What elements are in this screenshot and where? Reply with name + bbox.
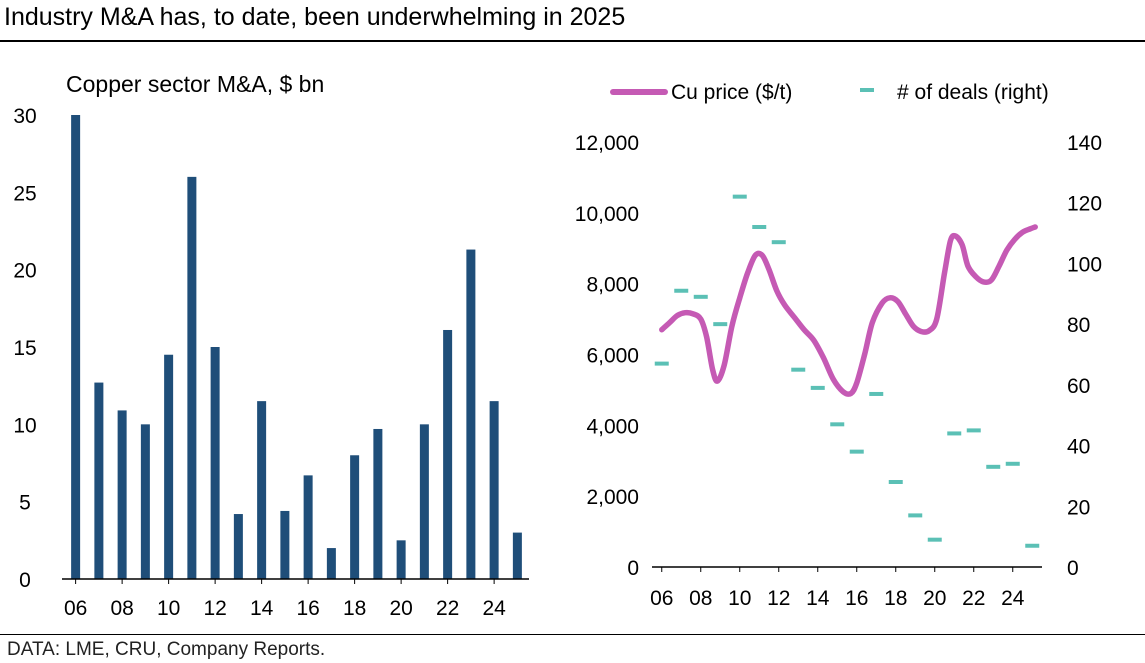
bar-25 <box>512 532 522 579</box>
line-x-tick-label: 12 <box>767 587 790 610</box>
bar-y-tick-label: 20 <box>13 260 36 283</box>
bar-08 <box>117 410 127 579</box>
bar-21 <box>419 424 429 579</box>
footer-rule <box>0 634 1145 635</box>
deals-series <box>654 194 1040 548</box>
bar-24 <box>489 401 499 579</box>
bar-14 <box>257 401 267 579</box>
bar-chart-title: Copper sector M&A, $ bn <box>66 71 324 97</box>
line-x-tick-label: 14 <box>806 587 830 610</box>
bar-y-tick-label: 30 <box>13 105 36 128</box>
deals-y-tick-label: 120 <box>1067 193 1102 216</box>
line-x-tick-label: 08 <box>689 587 712 610</box>
line-x-tick-label: 24 <box>1001 587 1025 610</box>
legend-deals-label: # of deals (right) <box>897 81 1049 104</box>
bar-x-tick-label: 14 <box>250 597 274 620</box>
bar-y-axis: 0 5 10 15 20 25 30 <box>13 105 36 592</box>
bar-x-tick-label: 06 <box>64 597 87 620</box>
deals-y-tick-label: 60 <box>1067 375 1090 398</box>
deals-y-tick-label: 140 <box>1067 132 1102 155</box>
price-y-axis: 0 2,000 4,000 6,000 8,000 10,000 12,000 <box>575 132 639 580</box>
price-y-tick-label: 4,000 <box>586 415 639 438</box>
deals-y-tick-label: 20 <box>1067 496 1090 519</box>
bar-y-tick-label: 15 <box>13 337 36 360</box>
bar-x-tick-label: 24 <box>482 597 506 620</box>
price-y-tick-label: 8,000 <box>586 274 639 297</box>
legend: Cu price ($/t) # of deals (right) <box>610 81 1049 104</box>
bar-y-tick-label: 25 <box>13 182 36 205</box>
bar-15 <box>280 510 290 579</box>
line-x-tick-label: 20 <box>923 587 946 610</box>
deals-y-tick-label: 100 <box>1067 253 1102 276</box>
bar-13 <box>233 514 243 579</box>
bar-x-tick-label: 18 <box>343 597 366 620</box>
deals-y-tick-label: 0 <box>1067 557 1079 580</box>
bar-x-tick-label: 22 <box>436 597 459 620</box>
deals-y-axis: 0 20 40 60 80 100 120 140 <box>1067 132 1102 580</box>
bar-16 <box>303 475 313 579</box>
legend-price-label: Cu price ($/t) <box>671 81 792 104</box>
bar-10 <box>164 354 174 579</box>
bar-18 <box>350 455 360 579</box>
bar-06 <box>71 115 81 579</box>
price-y-tick-label: 0 <box>627 557 639 580</box>
bar-x-tick-label: 20 <box>389 597 412 620</box>
title-rule <box>0 40 1145 42</box>
bar-12 <box>210 347 220 579</box>
line-x-tick-label: 16 <box>845 587 868 610</box>
source-note: DATA: LME, CRU, Company Reports. <box>7 639 326 660</box>
line-x-tick-label: 18 <box>884 587 907 610</box>
line-x-tick-label: 22 <box>962 587 985 610</box>
bar-x-axis: 06 08 10 12 14 16 18 20 22 24 <box>64 579 506 620</box>
bar-y-tick-label: 0 <box>19 569 31 592</box>
bar-23 <box>466 249 476 579</box>
bar-20 <box>396 540 406 579</box>
price-y-tick-label: 2,000 <box>586 486 639 509</box>
price-line <box>659 224 1038 397</box>
bar-17 <box>326 548 336 579</box>
bar-x-tick-label: 12 <box>203 597 226 620</box>
price-y-tick-label: 10,000 <box>575 203 639 226</box>
price-y-tick-label: 12,000 <box>575 132 639 155</box>
line-x-tick-label: 06 <box>650 587 673 610</box>
bar-x-tick-label: 10 <box>157 597 180 620</box>
line-x-axis: 06 08 10 12 14 16 18 20 22 24 <box>650 567 1025 610</box>
price-y-tick-label: 6,000 <box>586 345 639 368</box>
deals-y-tick-label: 80 <box>1067 314 1090 337</box>
page-title: Industry M&A has, to date, been underwhe… <box>4 3 626 31</box>
bar-y-tick-label: 5 <box>19 492 31 515</box>
bar-11 <box>187 176 197 579</box>
bar-22 <box>443 329 453 579</box>
line-chart: Cu price ($/t) # of deals (right) 0 2,000… <box>575 81 1102 610</box>
bar-series <box>71 115 522 579</box>
bar-19 <box>373 428 383 579</box>
bar-x-tick-label: 16 <box>296 597 319 620</box>
bar-09 <box>140 424 150 579</box>
bar-y-tick-label: 10 <box>13 414 36 437</box>
bar-x-tick-label: 08 <box>110 597 133 620</box>
deals-y-tick-label: 40 <box>1067 436 1090 459</box>
line-x-tick-label: 10 <box>728 587 751 610</box>
bar-07 <box>94 382 104 579</box>
